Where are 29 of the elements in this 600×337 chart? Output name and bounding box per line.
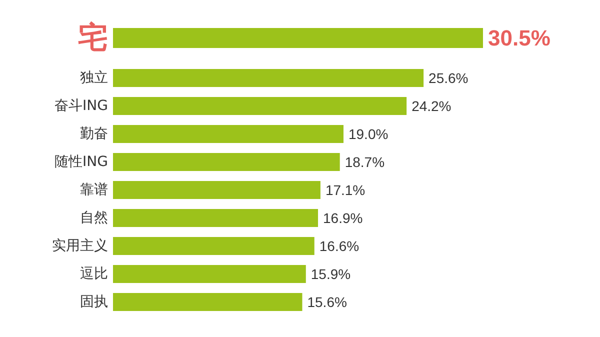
y-tick-label: 逗比: [80, 266, 108, 282]
bar: [113, 153, 340, 171]
bar: [113, 265, 306, 283]
bar: [113, 181, 320, 199]
data-label: 16.6%: [319, 238, 360, 254]
data-label: 19.0%: [348, 126, 388, 142]
y-tick-label: 实用主义: [52, 238, 108, 254]
data-label: 24.2%: [412, 98, 452, 114]
y-tick-label: 自然: [80, 210, 108, 226]
y-tick-label: 宅: [78, 20, 108, 56]
y-tick-label: 独立: [80, 70, 108, 86]
bar: [113, 293, 302, 311]
data-label: 17.1%: [325, 182, 366, 198]
y-tick-label: 奋斗ING: [54, 98, 108, 114]
bar: [113, 97, 407, 115]
data-label: 16.9%: [323, 210, 363, 226]
data-label: 18.7%: [344, 154, 385, 170]
y-tick-label: 固执: [80, 294, 108, 310]
bar: [113, 237, 314, 255]
data-label: 25.6%: [428, 70, 468, 86]
bar: [113, 125, 344, 143]
data-label: 30.5%: [488, 26, 550, 50]
data-label: 15.9%: [310, 266, 351, 282]
data-label: 15.6%: [307, 294, 347, 310]
y-tick-label: 勤奋: [80, 126, 108, 142]
bar: [113, 69, 424, 87]
bar: [113, 209, 318, 227]
y-tick-label: 随性ING: [54, 154, 108, 170]
y-tick-label: 靠谱: [80, 182, 108, 198]
